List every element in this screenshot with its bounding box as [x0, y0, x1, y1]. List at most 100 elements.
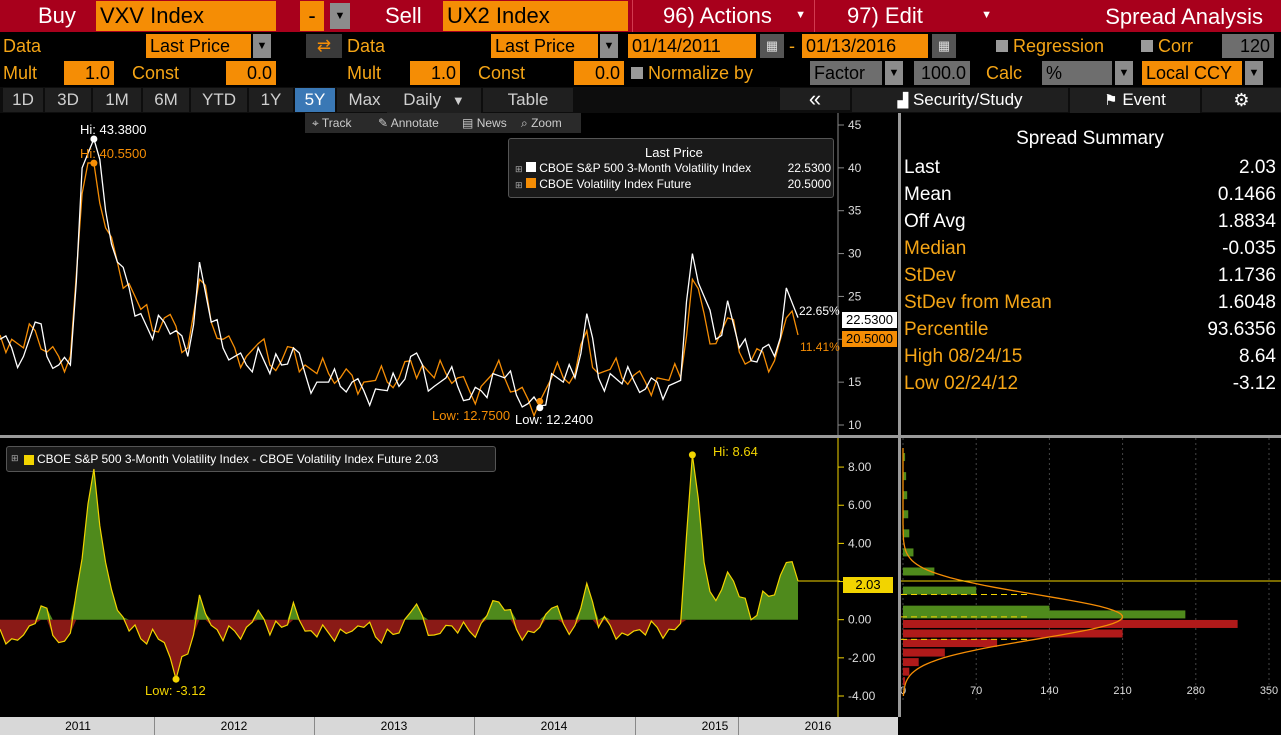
x-tick-separator — [738, 717, 739, 735]
frequency-label: Daily — [403, 90, 442, 109]
tab-period-max[interactable]: Max — [337, 88, 392, 112]
hist-bar — [903, 677, 906, 686]
factor-select[interactable]: Factor — [810, 61, 882, 85]
tab-period-ytd[interactable]: YTD — [191, 88, 247, 112]
price-field-right-select[interactable]: Last Price — [491, 34, 598, 58]
hist-bar — [903, 529, 910, 538]
settings-gear-icon[interactable]: ⚙ — [1202, 88, 1281, 112]
event-button[interactable]: ⚑ Event — [1070, 88, 1200, 113]
price-field-left-dropdown[interactable]: ▼ — [253, 34, 271, 58]
currency-select[interactable]: Local CCY — [1142, 61, 1242, 85]
security-study-button[interactable]: ▟ Security/Study — [852, 88, 1068, 112]
currency-dropdown[interactable]: ▼ — [1245, 61, 1263, 85]
spread-y-tick-label: -4.00 — [848, 689, 876, 703]
operator-select[interactable]: - — [300, 1, 324, 31]
actions-menu[interactable]: 96) Actions ▼ — [632, 0, 810, 32]
x-tick-label: 2016 — [804, 719, 832, 733]
calc-select[interactable]: % — [1042, 61, 1112, 85]
summary-label: High 08/24/15 — [904, 346, 1023, 367]
normalize-checkbox[interactable] — [631, 67, 643, 79]
track-button[interactable]: ⌖ Track — [312, 116, 351, 131]
news-label: News — [476, 116, 507, 130]
buy-ticker-input[interactable]: VXV Index — [96, 1, 276, 31]
legend-row-vxv[interactable]: ⊞ CBOE S&P 500 3-Month Volatility Index … — [515, 161, 831, 175]
collapse-button[interactable]: « — [780, 88, 850, 110]
summary-label: StDev from Mean — [904, 292, 1052, 313]
summary-value: 1.6048 — [1217, 292, 1276, 313]
regression-checkbox[interactable] — [996, 40, 1008, 52]
corr-checkbox[interactable] — [1141, 40, 1153, 52]
hist-bar — [903, 610, 1186, 619]
corr-window-input[interactable]: 120 — [1222, 34, 1274, 58]
hi-white-label: Hi: 43.3800 — [80, 122, 147, 137]
data-label-left: Data — [3, 36, 42, 56]
hi-white-marker — [90, 135, 98, 143]
factor-dropdown[interactable]: ▼ — [885, 61, 903, 85]
hist-bar — [903, 619, 1238, 628]
distribution-histogram[interactable]: 0 70 140 210 280 350 — [901, 438, 1281, 717]
x-tick-separator — [154, 717, 155, 735]
y-tick-label: 30 — [848, 247, 862, 261]
spread-line — [0, 454, 799, 682]
summary-value: 8.64 — [1239, 346, 1276, 367]
swap-icon[interactable]: ⇄ — [306, 34, 342, 58]
buy-label: Buy — [38, 3, 76, 28]
annotate-button[interactable]: ✎ Annotate — [378, 116, 439, 130]
mult-input-right[interactable]: 1.0 — [410, 61, 460, 85]
tab-period-3d[interactable]: 3D — [45, 88, 91, 112]
summary-value: 0.1466 — [1217, 184, 1276, 205]
tab-period-6m[interactable]: 6M — [143, 88, 189, 112]
news-button[interactable]: ▤ News — [462, 116, 507, 130]
edit-chevron-icon: ▼ — [981, 9, 992, 21]
bottom-legend[interactable]: ⊞ CBOE S&P 500 3-Month Volatility Index … — [6, 446, 496, 472]
end-date-input[interactable]: 01/13/2016 — [802, 34, 928, 58]
x-tick-label: 2011 — [65, 719, 91, 733]
spread-chart[interactable]: 8.006.004.002.000.00-2.00-4.00 — [0, 438, 898, 717]
const-input-right[interactable]: 0.0 — [574, 61, 624, 85]
hist-bar — [903, 629, 1123, 638]
tab-period-1y[interactable]: 1Y — [249, 88, 293, 112]
legend-value-vxv: 22.5300 — [787, 161, 831, 175]
y-tick-label: 40 — [848, 161, 862, 175]
price-field-right-dropdown[interactable]: ▼ — [600, 34, 618, 58]
hist-x-tick-label: 140 — [1040, 685, 1058, 697]
pencil-icon: ✎ — [378, 116, 389, 130]
summary-label: StDev — [904, 265, 956, 286]
zoom-button[interactable]: ⌕ Zoom — [521, 116, 562, 131]
legend-row-ux2[interactable]: ⊞ CBOE Volatility Index Future 20.5000 — [515, 177, 831, 191]
news-icon: ▤ — [462, 116, 474, 130]
frequency-select[interactable]: Daily ▼ — [387, 88, 481, 113]
end-calendar-icon[interactable]: ▦ — [932, 34, 956, 58]
hist-bar — [903, 510, 909, 519]
tab-period-1m[interactable]: 1M — [93, 88, 141, 112]
legend-swatch-ux2 — [525, 178, 536, 188]
calc-dropdown[interactable]: ▼ — [1115, 61, 1133, 85]
tab-period-1d[interactable]: 1D — [3, 88, 43, 112]
tab-period-5y[interactable]: 5Y — [295, 88, 335, 112]
summary-value: -0.035 — [1222, 238, 1276, 259]
spread-hi-label: Hi: 8.64 — [713, 444, 758, 459]
track-label: Track — [321, 116, 352, 130]
mult-input-left[interactable]: 1.0 — [64, 61, 114, 85]
start-date-input[interactable]: 01/14/2011 — [628, 34, 756, 58]
hist-x-tick-label: 70 — [970, 685, 982, 697]
edit-menu[interactable]: 97) Edit ▼ — [814, 0, 996, 32]
hist-bar — [903, 548, 914, 557]
price-field-left-select[interactable]: Last Price — [146, 34, 251, 58]
normalize-label: Normalize by — [648, 63, 754, 83]
const-input-left[interactable]: 0.0 — [226, 61, 276, 85]
start-calendar-icon[interactable]: ▦ — [760, 34, 784, 58]
legend-swatch-spread — [24, 455, 34, 465]
low-white-label: Low: 12.2400 — [515, 412, 594, 427]
operator-dropdown-button[interactable]: ▼ — [330, 3, 350, 29]
table-button[interactable]: Table — [483, 88, 573, 112]
series-line-ux2 — [0, 162, 799, 418]
sell-ticker-input[interactable]: UX2 Index — [443, 1, 628, 31]
price-chart[interactable]: 4540353025201510 — [0, 113, 898, 435]
spread-hi-marker — [688, 451, 696, 459]
factor-value-input[interactable]: 100.0 — [914, 61, 970, 85]
regression-label: Regression — [1013, 36, 1105, 56]
spread-y-tick-label: 0.00 — [848, 613, 872, 627]
y-tick-label: 10 — [848, 418, 862, 432]
y-tick-label: 15 — [848, 375, 862, 389]
